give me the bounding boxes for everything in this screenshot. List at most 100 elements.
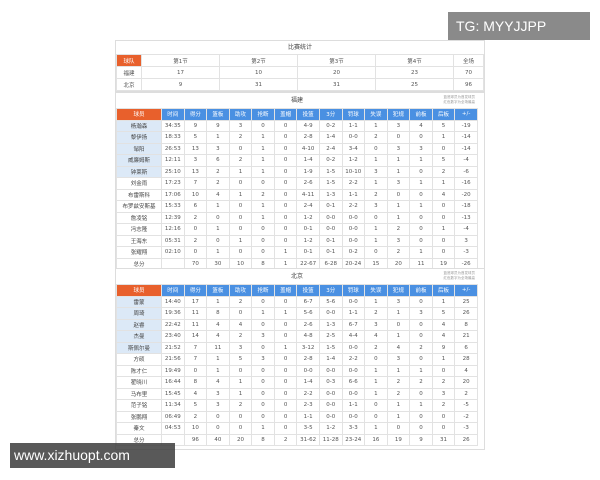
- table-cell: 0: [273, 131, 298, 144]
- table-cell: 2-2: [296, 387, 320, 400]
- table-cell: 0-0: [341, 295, 366, 308]
- table-cell: 1: [386, 364, 411, 377]
- table-cell: 0: [228, 364, 253, 377]
- table-cell: 1: [364, 119, 388, 132]
- table-cell: 0-0: [296, 364, 320, 377]
- table-cell: 26: [454, 433, 478, 446]
- table-cell: 1: [386, 399, 411, 412]
- table-cell: 0: [409, 422, 433, 435]
- table-cell: 1: [386, 410, 411, 423]
- note-line: 红色数字为全场最高: [443, 275, 476, 280]
- table-cell: 1-4: [318, 131, 343, 144]
- table-row: 赵睿 22:42 11 4 4 0 0 2-6 1-3 6-7 3 0 0 4 8: [116, 318, 478, 331]
- table-cell: -3: [454, 422, 478, 435]
- table-cell: 40: [206, 433, 230, 446]
- table-cell: 篮板: [206, 108, 230, 121]
- table-cell: 0: [273, 142, 298, 155]
- table-cell: 0: [409, 387, 433, 400]
- table-cell: 1: [364, 387, 388, 400]
- table-cell: 0-2: [318, 119, 343, 132]
- table-cell: 23-24: [341, 433, 366, 446]
- table-cell: 1: [409, 246, 433, 259]
- table-cell: 0-0: [318, 364, 343, 377]
- table-cell: 0: [251, 295, 275, 308]
- table-cell: -13: [454, 211, 478, 224]
- table-cell: 1: [206, 364, 230, 377]
- table-cell: 1-4: [296, 376, 320, 389]
- table-row: 黎伊扬 18:33 5 1 2 1 0 2-8 1-4 0-0 2 0 0 1 -14: [116, 131, 478, 144]
- table-cell: 2-8: [296, 353, 320, 366]
- table-cell: 0: [228, 200, 253, 213]
- table-cell: 时间: [161, 108, 185, 121]
- table-cell: 1: [409, 364, 433, 377]
- table-cell: 4: [454, 364, 478, 377]
- table-cell: 5: [183, 131, 208, 144]
- player-stats-table: 球员 时间 得分 篮板 助攻 抢断 盖帽 投篮 3分 罚球 失误 犯规 前板 后板 +/- 雷蒙 14:40 17…: [116, 284, 478, 446]
- table-cell: 2-3: [296, 399, 320, 412]
- table-cell: 9: [409, 433, 433, 446]
- table-cell: 方硕: [116, 353, 162, 366]
- table-cell: 1: [386, 154, 411, 167]
- table-cell: 3: [454, 234, 478, 247]
- table-cell: 2: [364, 341, 388, 354]
- table-cell: 王海东: [116, 234, 162, 247]
- table-cell: 0: [431, 410, 456, 423]
- table-cell: 抢断: [251, 284, 275, 297]
- table-header-row: 球员 时间 得分 篮板 助攻 抢断 盖帽 投篮 3分 罚球 失误 犯规 前板 后板 +/-: [116, 108, 478, 121]
- table-cell: 0: [409, 165, 433, 178]
- table-cell: 3: [251, 330, 275, 343]
- table-cell: -14: [454, 131, 478, 144]
- table-cell: 6-7: [341, 318, 366, 331]
- table-cell: 2: [364, 188, 388, 201]
- table-cell: 1-1: [341, 399, 366, 412]
- table-cell: 10: [219, 66, 298, 79]
- table-cell: 0: [228, 422, 253, 435]
- table-cell: 2: [251, 188, 275, 201]
- table-cell: 1: [386, 200, 411, 213]
- table-cell: 1: [409, 399, 433, 412]
- table-cell: 0: [386, 188, 411, 201]
- table-row: 范子铭 11:34 5 3 2 0 0 2-3 0-0 1-1 0 1 1 2 -5: [116, 399, 478, 412]
- table-cell: 0: [228, 307, 253, 320]
- table-cell: 1: [228, 234, 253, 247]
- note-line: 红色数字为全场最高: [443, 99, 476, 104]
- table-cell: 4-10: [296, 142, 320, 155]
- table-cell: 2-2: [341, 353, 366, 366]
- table-cell: 6: [183, 200, 208, 213]
- table-cell: 4: [206, 188, 230, 201]
- table-cell: 1: [206, 131, 230, 144]
- table-cell: 6-6: [341, 376, 366, 389]
- table-cell: 2-6: [296, 177, 320, 190]
- table-cell: 1: [386, 330, 411, 343]
- table-cell: 0-0: [341, 211, 366, 224]
- legend-note: 蓝底球员为首发球员 红色数字为全场最高: [444, 95, 476, 104]
- table-cell: 23:40: [161, 330, 185, 343]
- table-cell: 1: [251, 142, 275, 155]
- table-cell: 1-1: [341, 119, 366, 132]
- table-cell: 4: [431, 318, 456, 331]
- table-cell: 8: [251, 433, 275, 446]
- table-cell: 3: [206, 387, 230, 400]
- table-cell: 1: [206, 353, 230, 366]
- table-cell: 前板: [409, 108, 433, 121]
- table-cell: 1-5: [318, 341, 343, 354]
- table-cell: 1: [364, 177, 388, 190]
- table-cell: 马布里: [116, 387, 162, 400]
- table-cell: 罚球: [341, 108, 366, 121]
- table-cell: 3-4: [341, 142, 366, 155]
- table-cell: 0-0: [341, 234, 366, 247]
- table-cell: 3: [386, 177, 411, 190]
- table-cell: 3: [228, 341, 253, 354]
- table-cell: 19:36: [161, 307, 185, 320]
- table-cell: 19:49: [161, 364, 185, 377]
- table-cell: 5: [431, 307, 456, 320]
- table-cell: 0: [409, 318, 433, 331]
- table-cell: 时间: [161, 284, 185, 297]
- table-row: 北京 9 31 31 25 96: [116, 78, 484, 91]
- table-cell: 1: [364, 376, 388, 389]
- table-cell: 0: [273, 295, 298, 308]
- table-cell: 投篮: [296, 284, 320, 297]
- table-cell: 1: [228, 376, 253, 389]
- note-line: 蓝底球员为首发球员: [443, 95, 476, 99]
- score-table: 球队 第1节 第2节 第3节 第4节 全场 福建 17 10 20 23 70 北京 9 31 31 25 96: [116, 54, 484, 91]
